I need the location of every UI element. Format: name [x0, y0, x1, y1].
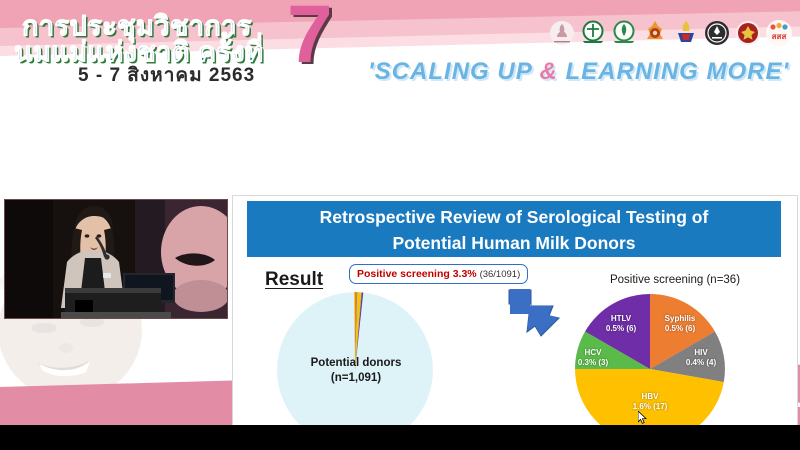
tagline-ampersand: & [539, 58, 558, 85]
slide-title-line1: Retrospective Review of Serological Test… [319, 207, 709, 227]
logo-thai-royal-emblem-icon [550, 21, 574, 45]
logo-medical-green-1-icon [582, 20, 604, 43]
pie-right-heading: Positive screening (n=36) [609, 274, 741, 286]
pie-label-hbv-name: HBV [641, 392, 659, 401]
conference-edition-number: 7 [287, 0, 333, 80]
pie-left-label-line1: Potential donors [310, 357, 402, 369]
logo-orange-crest-icon [647, 21, 663, 39]
pie-label-htlv-name: HTLV [610, 314, 632, 323]
pie-label-hiv-name: HIV [694, 348, 708, 357]
pie-label-hbv-value: 1.6% (17) [632, 402, 668, 411]
pie-label-htlv-value: 0.5% (6) [605, 324, 637, 333]
logo-royal-blue-crest-icon [678, 21, 694, 42]
pie-label-syphilis: Syphilis 0.5% (6) [653, 314, 707, 334]
mouse-cursor-icon [638, 411, 647, 424]
pie-left-center-label: Potential donors (n=1,091) [281, 356, 431, 386]
tagline-part2: LEARNING MORE' [557, 58, 790, 85]
pie-label-syphilis-name: Syphilis [664, 314, 696, 323]
pie-chart-positive-screening [575, 294, 725, 425]
logo-sss-thaihealth-icon: สสส [766, 20, 792, 46]
logo-black-circle-icon [705, 21, 729, 45]
conference-title-thai-line2: นมแม่แห่งชาติ ครั้งที่ [13, 37, 264, 68]
conference-date-thai: 5 - 7 สิงหาคม 2563 [78, 65, 256, 86]
logo-red-crest-icon [736, 21, 760, 45]
pie-chart-potential-donors [277, 292, 433, 425]
transition-arrow-icon [508, 289, 561, 337]
speaker-video-panel[interactable] [4, 199, 228, 319]
callout-detail-text: (36/1091) [479, 269, 521, 280]
pie-label-hcv: HCV 0.3% (3) [571, 348, 615, 368]
pie-label-htlv: HTLV 0.5% (6) [597, 314, 645, 334]
logo-medical-green-2-icon [613, 20, 635, 43]
conference-title-thai-line1: การประชุมวิชาการ [22, 11, 252, 42]
tagline-part1: 'SCALING UP [368, 58, 540, 85]
pie-label-hiv: HIV 0.4% (4) [679, 348, 723, 368]
pie-label-hcv-value: 0.3% (3) [577, 358, 609, 367]
svg-text:สสส: สสส [772, 32, 787, 41]
frame-band-bottom [0, 425, 800, 450]
pie-label-hbv: HBV 1.6% (17) [621, 392, 679, 412]
result-heading: Result [265, 269, 324, 290]
slide-title: Retrospective Review of Serological Test… [247, 201, 781, 257]
pie-label-hiv-value: 0.4% (4) [685, 358, 717, 367]
pie-label-hcv-name: HCV [584, 348, 602, 357]
pie-left-label-line2: (n=1,091) [330, 372, 382, 384]
conference-header-banner: การประชุมวิชาการ นมแม่แห่งชาติ ครั้งที่ … [0, 0, 800, 95]
positive-screening-callout: Positive screening 3.3% (36/1091) [349, 264, 529, 284]
presentation-body: Retrospective Review of Serological Test… [0, 95, 800, 425]
conference-tagline: 'SCALING UP & LEARNING MORE' [368, 58, 789, 86]
pie-label-syphilis-value: 0.5% (6) [664, 324, 696, 333]
slide-content-panel: Retrospective Review of Serological Test… [232, 195, 798, 425]
sponsor-logos-row: สสส [549, 20, 792, 46]
callout-highlight-text: Positive screening 3.3% [357, 268, 477, 280]
slide-title-line2: Potential Human Milk Donors [392, 233, 636, 253]
